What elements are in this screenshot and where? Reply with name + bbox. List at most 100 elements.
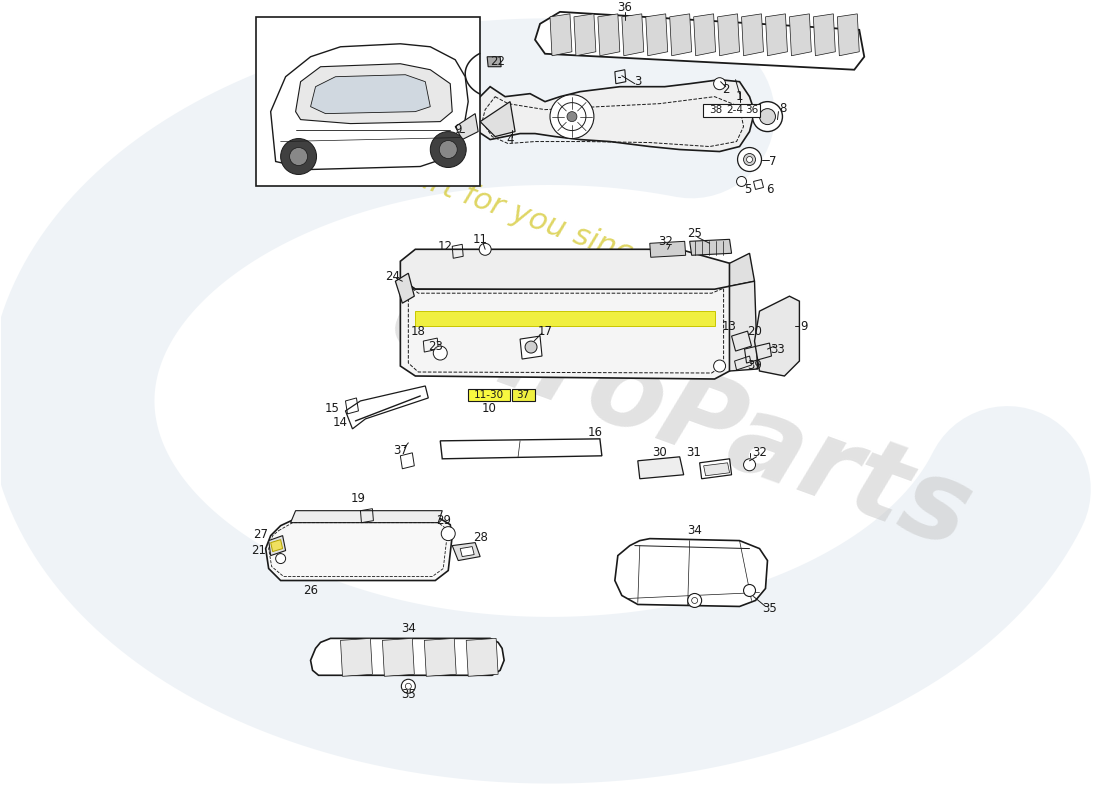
Text: 9: 9 xyxy=(454,123,462,136)
Circle shape xyxy=(289,147,308,166)
Polygon shape xyxy=(383,638,415,676)
Text: 33: 33 xyxy=(770,342,784,355)
Circle shape xyxy=(714,360,726,372)
Text: 11-30: 11-30 xyxy=(474,390,504,400)
Polygon shape xyxy=(452,542,481,561)
Circle shape xyxy=(405,683,411,690)
Circle shape xyxy=(480,243,491,255)
Polygon shape xyxy=(290,510,442,522)
Text: 28: 28 xyxy=(473,531,487,544)
Text: 3: 3 xyxy=(634,75,641,88)
Text: 4: 4 xyxy=(506,133,514,146)
Circle shape xyxy=(441,526,455,541)
Circle shape xyxy=(744,154,756,166)
Circle shape xyxy=(276,554,286,563)
Text: 25: 25 xyxy=(688,227,702,240)
Text: 14: 14 xyxy=(333,416,348,430)
Polygon shape xyxy=(650,242,685,258)
Text: 36: 36 xyxy=(745,105,758,114)
Polygon shape xyxy=(766,14,788,56)
Text: 24: 24 xyxy=(385,270,400,282)
Polygon shape xyxy=(425,638,456,676)
Polygon shape xyxy=(268,536,286,555)
Polygon shape xyxy=(741,14,763,56)
Polygon shape xyxy=(813,14,835,56)
Text: 34: 34 xyxy=(400,622,416,635)
Polygon shape xyxy=(255,17,481,186)
Text: 27: 27 xyxy=(253,528,268,541)
Polygon shape xyxy=(400,250,729,291)
Polygon shape xyxy=(271,44,469,170)
Polygon shape xyxy=(487,57,502,66)
Circle shape xyxy=(430,131,466,167)
Text: 2-4: 2-4 xyxy=(726,105,744,114)
Polygon shape xyxy=(472,80,755,151)
Polygon shape xyxy=(621,14,643,56)
Polygon shape xyxy=(704,462,729,476)
Circle shape xyxy=(737,177,747,186)
Text: 21: 21 xyxy=(251,544,266,557)
Text: 8: 8 xyxy=(779,102,786,115)
Polygon shape xyxy=(469,389,510,401)
Text: 30: 30 xyxy=(652,446,667,459)
Polygon shape xyxy=(400,279,729,379)
Text: 29: 29 xyxy=(436,514,451,527)
Polygon shape xyxy=(646,14,668,56)
Polygon shape xyxy=(694,14,716,56)
Circle shape xyxy=(744,459,756,470)
Polygon shape xyxy=(729,282,758,371)
Polygon shape xyxy=(690,239,732,255)
Text: 9: 9 xyxy=(801,320,808,333)
Text: 18: 18 xyxy=(411,325,426,338)
Polygon shape xyxy=(341,638,373,676)
Polygon shape xyxy=(513,389,535,401)
Polygon shape xyxy=(310,74,430,114)
Text: 2: 2 xyxy=(722,83,729,96)
Polygon shape xyxy=(520,336,542,359)
Text: 32: 32 xyxy=(658,235,673,248)
Polygon shape xyxy=(440,439,602,459)
Polygon shape xyxy=(670,14,692,56)
Circle shape xyxy=(566,112,576,122)
Text: 12: 12 xyxy=(438,240,453,253)
Polygon shape xyxy=(598,14,619,56)
Text: 11: 11 xyxy=(473,233,487,246)
Circle shape xyxy=(692,598,697,603)
Polygon shape xyxy=(296,64,452,123)
Text: 31: 31 xyxy=(686,446,701,459)
Circle shape xyxy=(759,109,775,125)
Text: 32: 32 xyxy=(752,446,767,459)
Text: 35: 35 xyxy=(402,688,416,701)
Polygon shape xyxy=(395,274,415,303)
Text: 22: 22 xyxy=(491,55,506,68)
Circle shape xyxy=(752,102,782,131)
Circle shape xyxy=(738,147,761,171)
Text: a part for you since 1985: a part for you since 1985 xyxy=(364,146,736,305)
Text: 13: 13 xyxy=(722,320,737,333)
Polygon shape xyxy=(638,457,684,478)
Text: 15: 15 xyxy=(326,402,340,415)
Circle shape xyxy=(744,585,756,597)
Polygon shape xyxy=(732,331,751,351)
Circle shape xyxy=(558,102,586,130)
Polygon shape xyxy=(837,14,859,56)
Polygon shape xyxy=(466,638,498,676)
Text: 35: 35 xyxy=(762,602,777,615)
Text: 37: 37 xyxy=(393,444,408,458)
Polygon shape xyxy=(310,638,504,675)
Polygon shape xyxy=(790,14,812,56)
Polygon shape xyxy=(700,459,732,478)
Text: 36: 36 xyxy=(617,2,632,14)
Text: 37: 37 xyxy=(516,390,530,400)
Polygon shape xyxy=(755,296,800,376)
Polygon shape xyxy=(535,12,865,70)
Polygon shape xyxy=(729,254,755,286)
Text: 26: 26 xyxy=(304,584,318,597)
Text: 5: 5 xyxy=(744,183,751,196)
Polygon shape xyxy=(416,311,715,326)
Polygon shape xyxy=(345,386,428,429)
Text: 39: 39 xyxy=(747,358,762,371)
Text: 7: 7 xyxy=(769,155,777,168)
Text: 17: 17 xyxy=(538,325,552,338)
Polygon shape xyxy=(266,518,452,581)
